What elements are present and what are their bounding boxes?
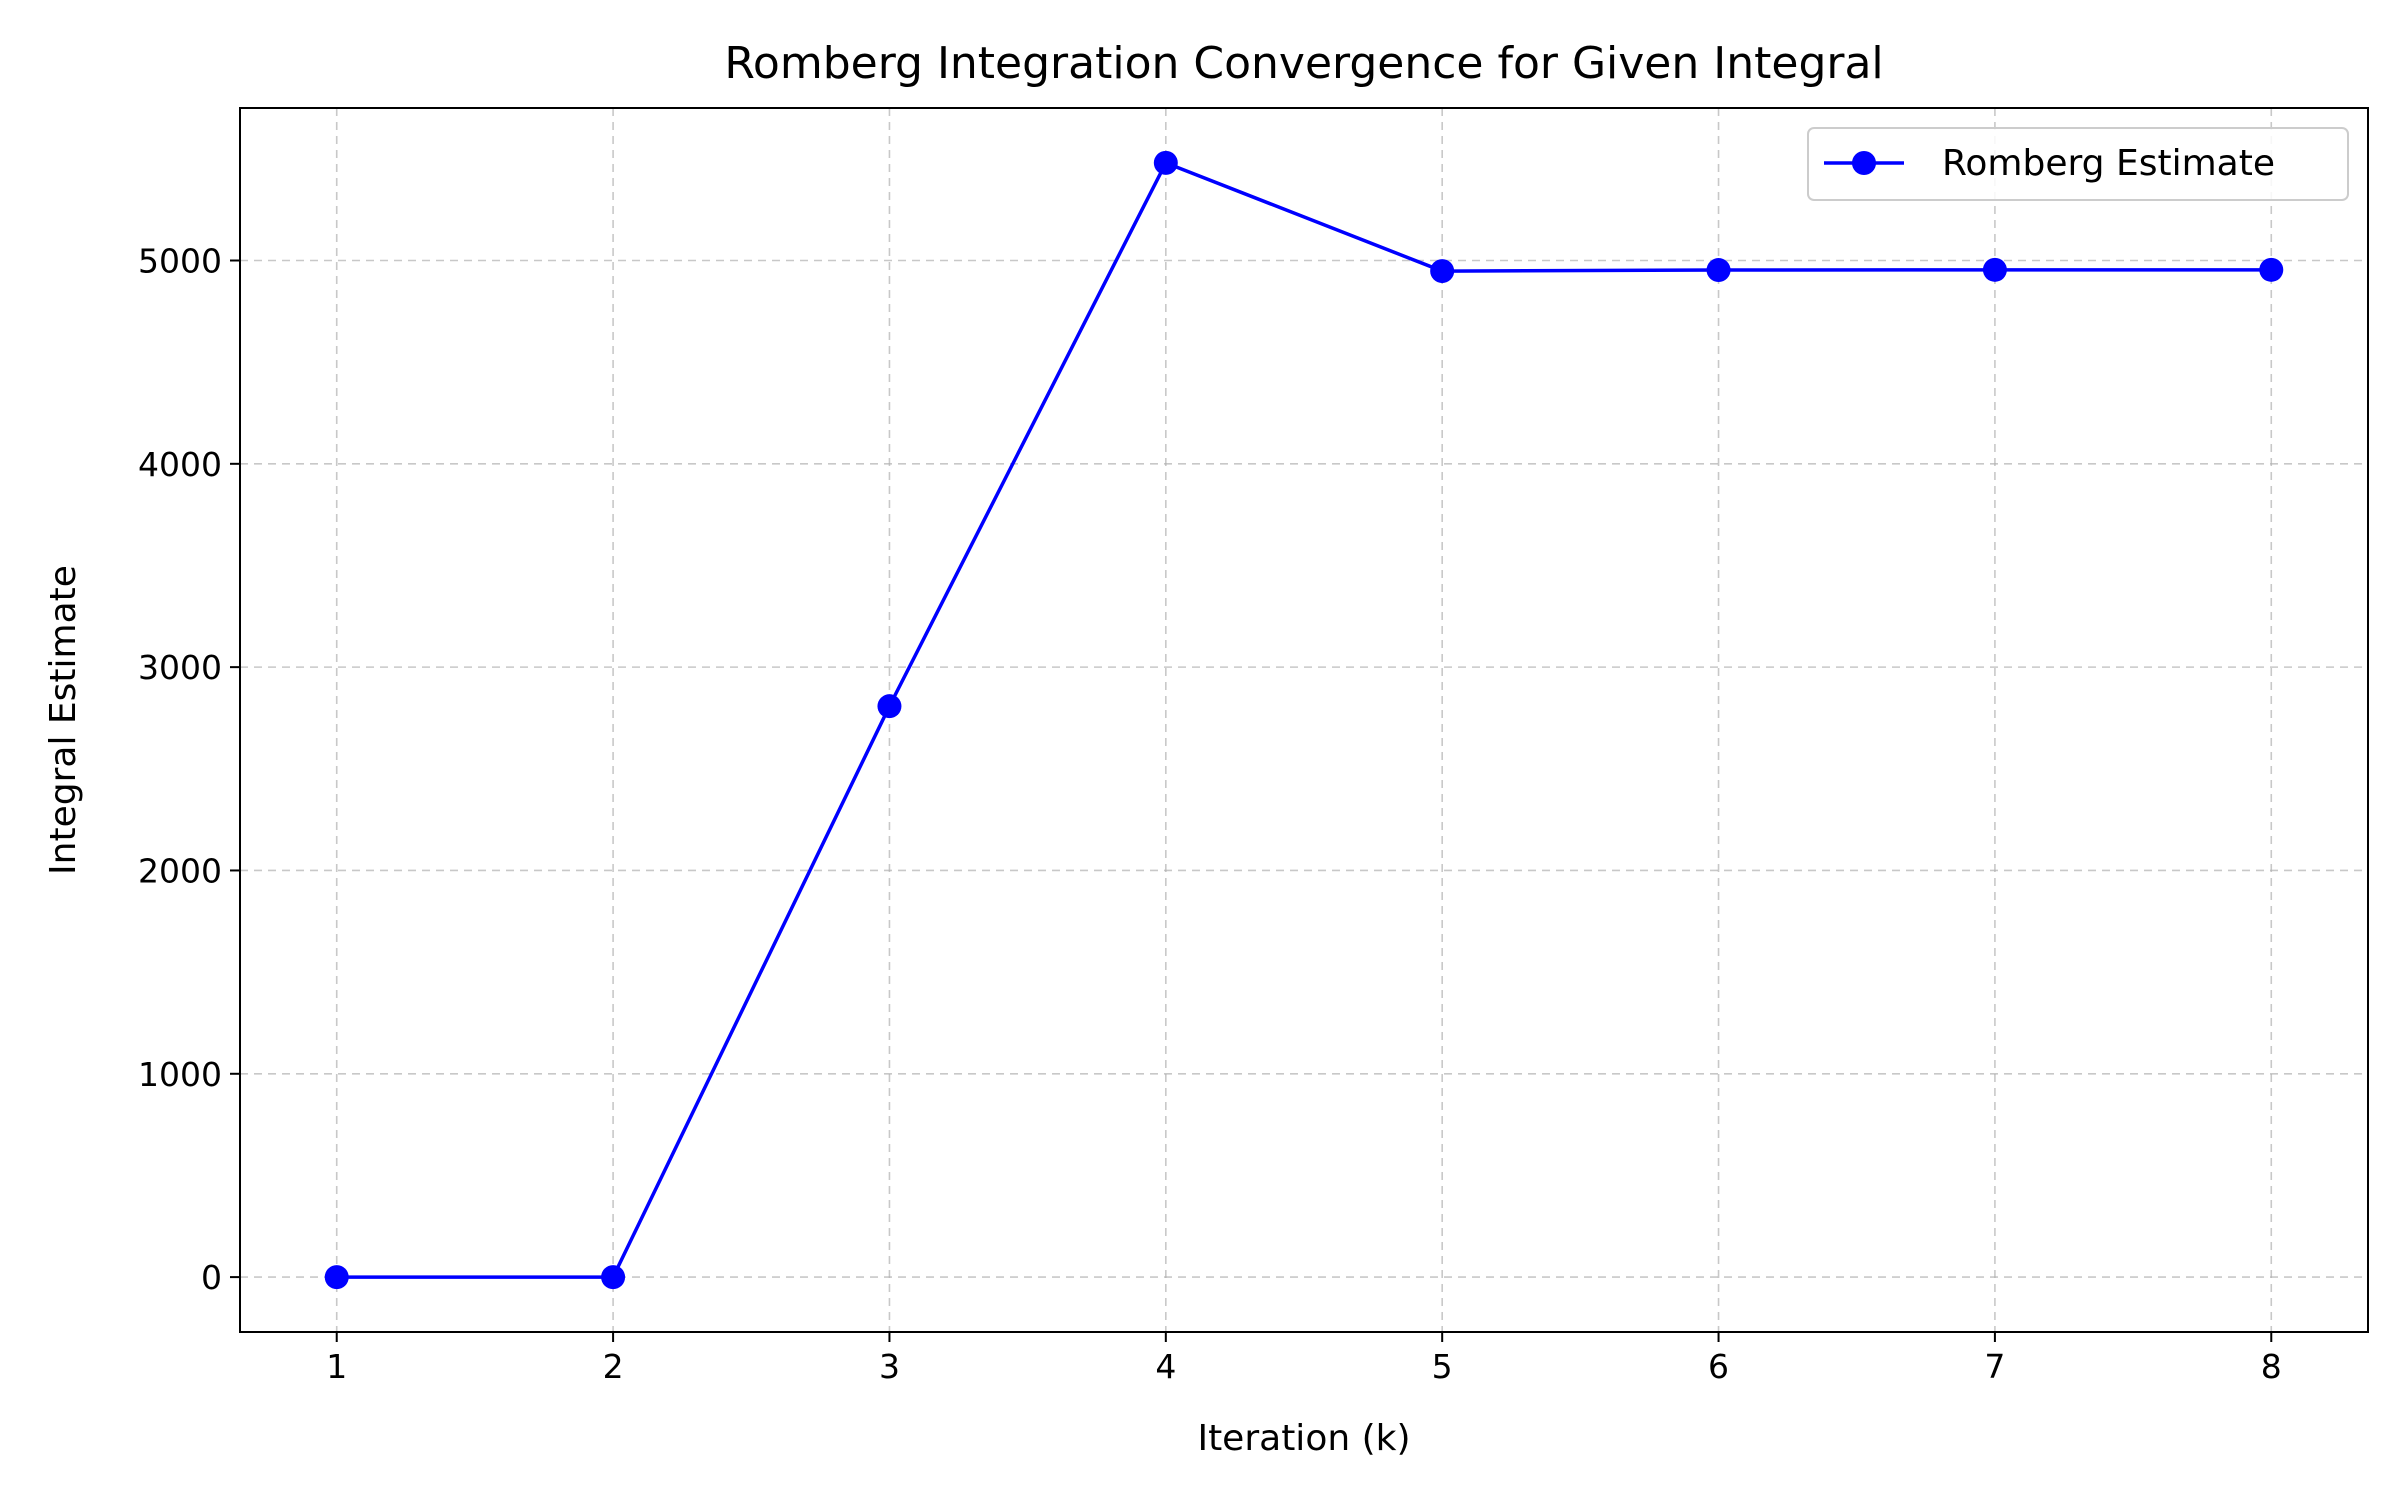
y-tick-label: 4000	[138, 445, 222, 484]
data-point-marker	[324, 1265, 349, 1290]
data-point-marker	[877, 694, 902, 719]
data-series	[324, 150, 2284, 1290]
y-tick-label: 0	[201, 1258, 222, 1297]
chart-title: Romberg Integration Convergence for Give…	[724, 38, 1883, 89]
y-tick-label: 3000	[138, 648, 222, 687]
x-axis-title: Iteration (k)	[1197, 1418, 1410, 1459]
y-tick-label: 2000	[138, 851, 222, 890]
plot-area-frame	[239, 107, 2369, 1333]
x-tick-label: 1	[326, 1347, 347, 1386]
legend-label: Romberg Estimate	[1942, 143, 2275, 184]
y-tick-label: 5000	[138, 241, 222, 280]
data-point-marker	[1430, 259, 1455, 284]
grid-lines	[240, 108, 2368, 1332]
axis-ticks: 1 2 3 4 5 6 7 8 0 1000 2000 3000 4000 5000	[138, 241, 2282, 1386]
x-tick-label: 2	[603, 1347, 624, 1386]
legend-marker-swatch	[1852, 151, 1876, 175]
data-point-marker	[601, 1265, 626, 1290]
data-point-marker	[1982, 257, 2007, 282]
y-tick-label: 1000	[138, 1055, 222, 1094]
data-point-marker	[2259, 257, 2284, 282]
x-tick-label: 3	[879, 1347, 900, 1386]
data-point-marker	[1706, 258, 1731, 283]
x-tick-label: 4	[1155, 1347, 1176, 1386]
series-line-romberg-estimate	[336, 161, 2272, 1279]
y-axis-title: Integral Estimate	[43, 565, 84, 875]
x-tick-label: 7	[1984, 1347, 2005, 1386]
data-point-marker	[1153, 150, 1178, 175]
legend-box	[1807, 127, 2349, 201]
legend: Romberg Estimate	[1807, 127, 2349, 201]
x-tick-label: 5	[1432, 1347, 1453, 1386]
x-tick-label: 8	[2261, 1347, 2282, 1386]
x-tick-label: 6	[1708, 1347, 1729, 1386]
